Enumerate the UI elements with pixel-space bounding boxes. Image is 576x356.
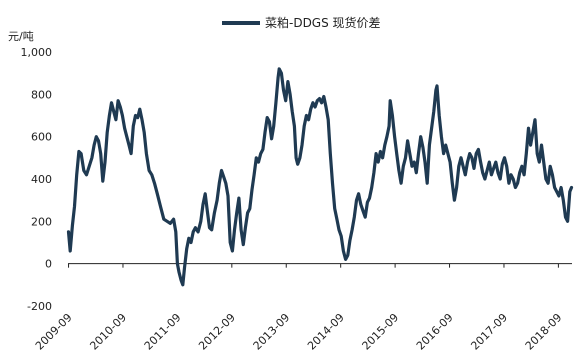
y-tick-label: -200 [27,300,52,313]
x-tick-label: 2015-09 [360,311,402,353]
x-tick-label: 2012-09 [196,311,238,353]
x-tick-label: 2014-09 [305,311,347,353]
x-tick-label: 2013-09 [251,311,293,353]
y-tick-label: 600 [31,131,52,144]
legend: 菜粕-DDGS 现货价差 [222,15,381,30]
y-tick-label: 800 [31,88,52,101]
x-axis-ticks: 2009-09 2010-09 2011-09 2012-09 2013-09 2014-… [33,263,565,353]
x-tick-label: 2010-09 [87,311,129,353]
series-line [66,67,574,287]
y-axis-unit-label: 元/吨 [8,30,34,43]
x-tick-label: 2016-09 [414,311,456,353]
y-tick-label: 1,000 [21,46,53,59]
y-tick-label: 200 [31,215,52,228]
y-axis-ticks: -200 0 200 400 600 800 1,000 [21,46,53,313]
x-tick-label: 2018-09 [523,311,565,353]
y-tick-label: 400 [31,173,52,186]
x-tick-label: 2017-09 [468,311,510,353]
y-tick-label: 0 [45,258,52,271]
x-tick-label: 2011-09 [142,311,184,353]
x-tick-label: 2009-09 [33,311,75,353]
legend-label: 菜粕-DDGS 现货价差 [265,15,381,30]
